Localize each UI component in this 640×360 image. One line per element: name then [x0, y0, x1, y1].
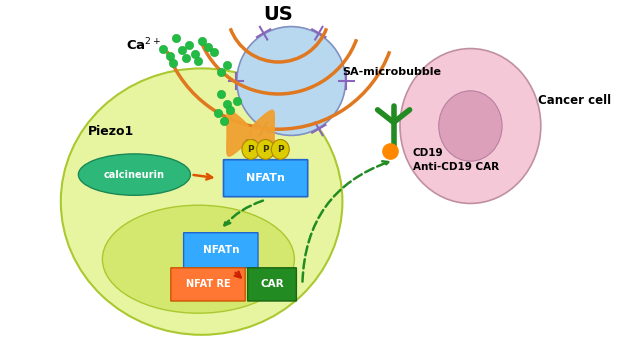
Text: P: P [277, 145, 284, 154]
Ellipse shape [439, 91, 502, 161]
FancyBboxPatch shape [184, 233, 258, 268]
Ellipse shape [400, 49, 541, 203]
Text: P: P [262, 145, 269, 154]
FancyBboxPatch shape [248, 268, 296, 301]
Text: Piezo1: Piezo1 [88, 125, 134, 138]
Text: CAR: CAR [260, 279, 284, 289]
Text: US: US [264, 5, 293, 24]
Text: SA-microbubble: SA-microbubble [342, 67, 442, 77]
Ellipse shape [102, 205, 294, 313]
Text: Anti-CD19 CAR: Anti-CD19 CAR [413, 162, 499, 172]
FancyBboxPatch shape [171, 268, 245, 301]
Polygon shape [227, 110, 252, 156]
Ellipse shape [257, 139, 275, 159]
Text: CD19: CD19 [413, 148, 444, 158]
Polygon shape [250, 110, 275, 156]
Text: NFATn: NFATn [246, 173, 285, 183]
Text: Ca$^{2+}$: Ca$^{2+}$ [126, 37, 162, 53]
Text: calcineurin: calcineurin [104, 170, 165, 180]
FancyBboxPatch shape [223, 160, 308, 197]
Text: NFATn: NFATn [202, 245, 239, 255]
Ellipse shape [271, 139, 289, 159]
Text: NFAT RE: NFAT RE [186, 279, 230, 289]
Ellipse shape [237, 27, 346, 135]
Text: P: P [248, 145, 254, 154]
Ellipse shape [61, 68, 342, 335]
Ellipse shape [79, 154, 191, 195]
Text: Cancer cell: Cancer cell [538, 94, 611, 107]
Ellipse shape [242, 139, 260, 159]
